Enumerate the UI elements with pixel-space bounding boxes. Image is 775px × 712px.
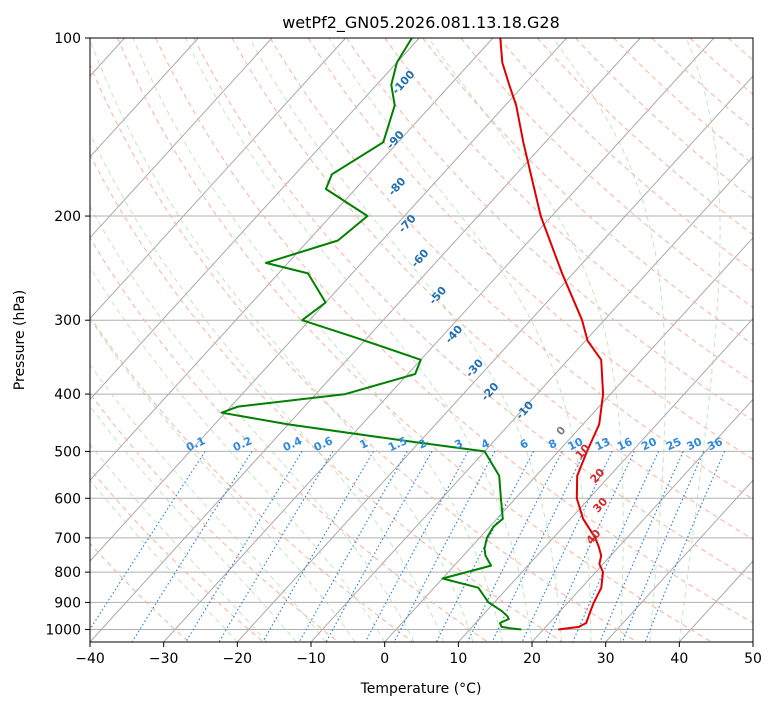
- y-tick-label: 200: [54, 209, 81, 225]
- y-tick-label: 500: [54, 444, 81, 460]
- y-tick-label: 900: [54, 595, 81, 611]
- x-tick-label: 40: [670, 651, 688, 667]
- y-axis-label: Pressure (hPa): [12, 290, 28, 390]
- y-tick-label: 300: [54, 313, 81, 329]
- x-tick-label: 10: [449, 651, 467, 667]
- x-tick-label: 30: [597, 651, 615, 667]
- x-tick-label: 20: [523, 651, 541, 667]
- x-axis-label: Temperature (°C): [360, 681, 482, 697]
- x-tick-label: −40: [75, 651, 105, 667]
- x-tick-label: 0: [380, 651, 389, 667]
- x-tick-label: −10: [296, 651, 326, 667]
- chart-title: wetPf2_GN05.2026.081.13.18.G28: [282, 13, 560, 33]
- y-tick-label: 1000: [45, 622, 81, 638]
- y-tick-label: 600: [54, 491, 81, 507]
- x-tick-label: −30: [149, 651, 179, 667]
- x-tick-label: −20: [223, 651, 253, 667]
- y-tick-label: 100: [54, 31, 81, 47]
- y-tick-label: 700: [54, 531, 81, 547]
- y-tick-label: 400: [54, 387, 81, 403]
- y-tick-label: 800: [54, 565, 81, 581]
- x-tick-label: 50: [744, 651, 762, 667]
